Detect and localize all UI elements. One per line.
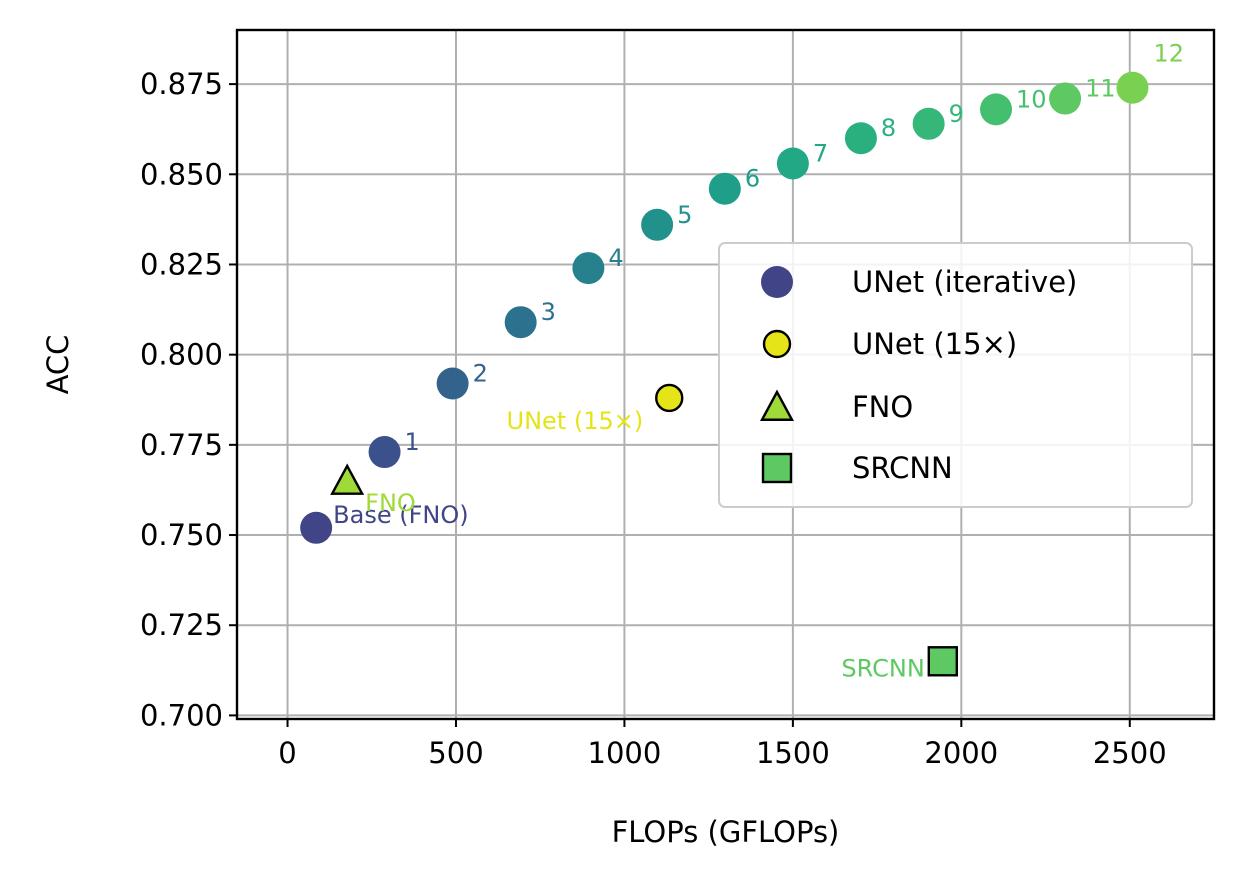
- unet-iterative-point-label: 5: [677, 201, 692, 229]
- legend-marker-unet-15x: [762, 329, 792, 359]
- unet-iterative-point: [368, 436, 401, 469]
- legend-label-unet-iterative: UNet (iterative): [852, 265, 1077, 299]
- unet-iterative-point: [980, 93, 1013, 126]
- unet-iterative-point: [641, 208, 674, 241]
- unet-iterative-point-label: 4: [608, 244, 623, 272]
- unet-iterative-point-label: 11: [1085, 75, 1116, 103]
- unet-iterative-point: [844, 122, 877, 155]
- unet-iterative-point-label: 2: [473, 360, 488, 388]
- x-tick-label: 0: [278, 736, 296, 770]
- x-tick-label: 500: [428, 736, 483, 770]
- unet-iterative-point-label: 8: [881, 114, 896, 142]
- legend-box: [718, 242, 1193, 508]
- x-tick-label: 2000: [924, 736, 998, 770]
- y-tick-label: 0.800: [140, 338, 223, 372]
- srcnn-point-label: SRCNN: [841, 654, 924, 682]
- unet-iterative-point: [572, 252, 605, 285]
- y-tick-label: 0.825: [140, 247, 223, 281]
- unet-iterative-point-label: 1: [405, 428, 420, 456]
- legend-label-srcnn: SRCNN: [852, 451, 953, 485]
- y-axis-title: ACC: [41, 335, 75, 395]
- y-tick-label: 0.850: [140, 157, 223, 191]
- unet-iterative-point: [912, 107, 945, 140]
- x-tick-label: 1500: [756, 736, 830, 770]
- x-axis-title: FLOPs (GFLOPs): [612, 815, 840, 849]
- legend-marker-fno: [759, 389, 795, 421]
- unet-15x-point-label: UNet (15×): [507, 407, 644, 435]
- x-tick-label: 2500: [1093, 736, 1167, 770]
- unet-iterative-point: [1116, 71, 1149, 104]
- legend: UNet (iterative) UNet (15×) FNO SRCNN: [718, 242, 1193, 508]
- unet-iterative-point: [504, 306, 537, 339]
- unet-iterative-point-label: Base (FNO): [333, 501, 468, 529]
- unet-iterative-point: [776, 147, 809, 180]
- fno-point: [330, 463, 365, 495]
- srcnn-point: [927, 646, 958, 677]
- unet-iterative-point-label: 7: [813, 139, 828, 167]
- unet-iterative-point: [300, 511, 333, 544]
- legend-label-unet-15x: UNet (15×): [852, 327, 1017, 361]
- plot-frame: [235, 28, 1216, 721]
- unet-15x-point: [655, 383, 684, 413]
- unet-iterative-point-label: 6: [745, 165, 760, 193]
- legend-marker-unet-iterative: [761, 266, 793, 298]
- axis-ticks: 0 500 1000 1500 2000 2500 0.700 0.725 0.750 0.775…: [140, 67, 1167, 770]
- fno-point-label: FNO: [365, 489, 416, 517]
- unet-iterative-point-label: 10: [1016, 85, 1047, 113]
- unet-iterative-point-label: 12: [1153, 40, 1184, 68]
- unet-iterative-point: [436, 367, 469, 400]
- y-tick-label: 0.750: [140, 518, 223, 552]
- unet-iterative-point-label: 9: [949, 100, 964, 128]
- data-points: [300, 71, 1149, 677]
- unet-iterative-point: [1049, 82, 1082, 115]
- y-tick-label: 0.875: [140, 67, 223, 101]
- legend-label-fno: FNO: [852, 390, 913, 424]
- y-tick-label: 0.725: [140, 608, 223, 642]
- unet-iterative-point-label: 3: [541, 298, 556, 326]
- unet-iterative-point: [708, 172, 741, 205]
- legend-marker-srcnn: [761, 452, 793, 484]
- y-tick-label: 0.775: [140, 428, 223, 462]
- y-tick-label: 0.700: [140, 698, 223, 732]
- x-tick-label: 1000: [588, 736, 662, 770]
